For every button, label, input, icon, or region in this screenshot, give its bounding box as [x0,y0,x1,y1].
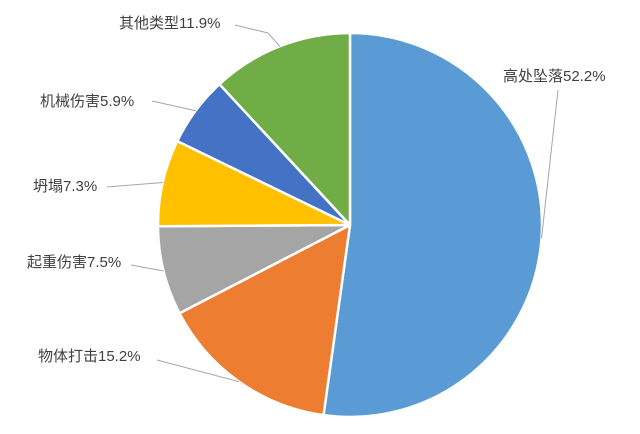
pie-slice-falls-from-height [322,31,544,419]
pie-label-other-types: 其他类型11.9% [119,15,221,32]
pie-label-lifting-injury: 起重伤害7.5% [27,254,122,271]
leader-line-struck-by-object [156,359,240,383]
leader-line-mechanical-injury [151,100,196,112]
pie-slice-struck-by-object [178,223,352,417]
pie-label-collapse: 坍塌7.3% [33,178,98,195]
leader-line-falls-from-height [541,89,559,239]
leader-line-lifting-injury [130,264,164,272]
pie-label-mechanical-injury: 机械伤害5.9% [40,93,135,110]
leader-line-other-types [234,24,281,47]
pie-slice-other-types [218,31,352,227]
pie-label-falls-from-height: 高处坠落52.2% [503,68,606,85]
leader-line-collapse [106,182,163,188]
pie-label-struck-by-object: 物体打击15.2% [38,348,141,365]
